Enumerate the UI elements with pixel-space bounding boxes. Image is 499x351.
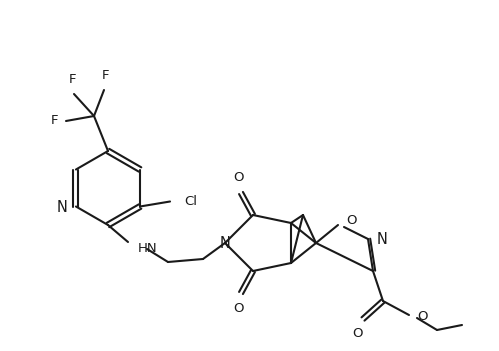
Text: O: O: [346, 213, 356, 226]
Text: N: N: [57, 200, 68, 215]
Text: N: N: [377, 232, 388, 246]
Text: HN: HN: [138, 243, 158, 256]
Text: Cl: Cl: [184, 195, 197, 208]
Text: N: N: [220, 236, 231, 251]
Text: F: F: [50, 114, 58, 127]
Text: O: O: [353, 327, 363, 340]
Text: O: O: [234, 171, 244, 184]
Text: F: F: [102, 69, 110, 82]
Text: O: O: [234, 302, 244, 315]
Text: O: O: [417, 311, 428, 324]
Text: F: F: [69, 73, 77, 86]
